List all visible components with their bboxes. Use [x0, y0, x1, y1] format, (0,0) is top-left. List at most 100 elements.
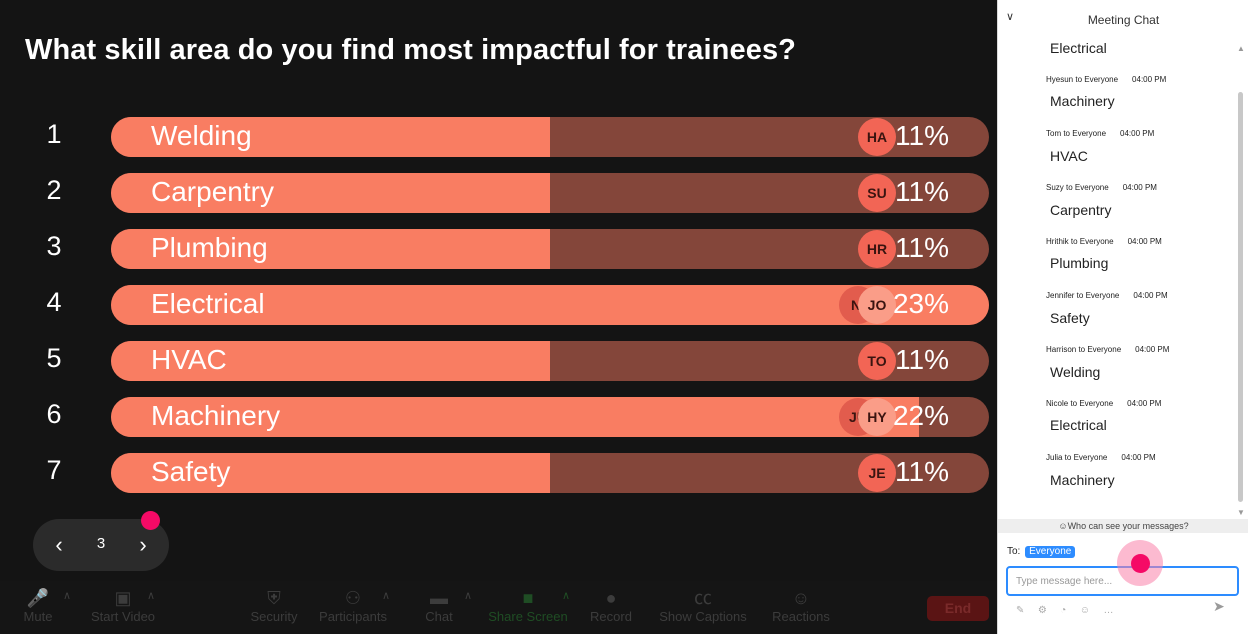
chat-message-list[interactable]: Electrical Hyesun to Everyone 04:00 PM Mach… [998, 38, 1236, 519]
reactions-label: Reactions [772, 609, 830, 624]
smiley-icon: ☺ [791, 588, 811, 608]
chat-message-text: Welding [1050, 364, 1101, 380]
click-marker [1131, 554, 1150, 573]
chat-sender: Julia to Everyone [1046, 453, 1108, 462]
code-icon[interactable]: ⚙ [1037, 605, 1047, 616]
option-percentage: 22% [892, 400, 949, 431]
chevron-up-icon[interactable]: ∧ [382, 590, 391, 602]
chat-message-text: HVAC [1050, 148, 1088, 164]
option-bar-fill [111, 173, 550, 213]
option-label: Carpentry [151, 176, 274, 207]
emoji-icon[interactable]: ☺ [1079, 605, 1090, 616]
option-label: HVAC [151, 344, 227, 375]
scroll-down-arrow[interactable]: ▼ [1237, 508, 1245, 517]
chat-button[interactable]: ▬ Chat [420, 581, 458, 634]
mute-button[interactable]: 🎤 Mute [20, 581, 56, 634]
chevron-down-icon[interactable]: ∨ [1006, 11, 1015, 23]
poll-option-row: 7 Safety JE 11% [0, 453, 997, 493]
security-button[interactable]: ⛨ Security [246, 581, 302, 634]
format-icon[interactable]: ✎ [1016, 605, 1025, 616]
option-number: 3 [46, 231, 62, 261]
security-label: Security [250, 609, 298, 624]
chat-message-meta: Hyesun to Everyone 04:00 PM [1046, 75, 1166, 84]
participants-icon: ⚇ [344, 588, 362, 608]
chat-sender: Suzy to Everyone [1046, 183, 1109, 192]
meeting-chat-panel: ∨ Meeting Chat Electrical Hyesun to Every… [997, 0, 1248, 634]
chat-message-meta: Jennifer to Everyone 04:00 PM [1046, 291, 1168, 300]
voter-avatar: HA [858, 118, 896, 156]
poll-question: What skill area do you find most impactf… [25, 34, 796, 66]
more-icon[interactable]: … [1103, 605, 1114, 616]
page-number: 3 [96, 535, 106, 552]
chat-timestamp: 04:00 PM [1132, 75, 1167, 84]
chevron-up-icon[interactable]: ∧ [464, 590, 473, 602]
chevron-up-icon[interactable]: ∧ [63, 590, 72, 602]
option-bar-fill [111, 229, 550, 269]
chat-message-text: Plumbing [1050, 255, 1109, 271]
poll-option-row: 4 ElectricalNIJO23% [0, 285, 997, 325]
chat-sender: Hyesun to Everyone [1046, 75, 1119, 84]
voter-avatar: JE [858, 454, 896, 492]
option-bar-fill [111, 117, 550, 157]
shield-icon: ⛨ [267, 588, 281, 608]
recipient-row: To: Everyone [1007, 546, 1076, 558]
chat-message-meta: Suzy to Everyone 04:00 PM [1046, 183, 1157, 192]
chat-timestamp: 04:00 PM [1120, 129, 1155, 138]
chat-timestamp: 04:00 PM [1127, 399, 1162, 408]
chat-message-meta: Hrithik to Everyone 04:00 PM [1046, 237, 1162, 246]
chat-sender: Jennifer to Everyone [1046, 291, 1120, 300]
record-button[interactable]: ● Record [588, 581, 634, 634]
chat-message-text: Machinery [1050, 93, 1115, 109]
voter-avatar: TO [858, 342, 896, 380]
chat-timestamp: 04:00 PM [1133, 291, 1168, 300]
option-bar-fill [111, 397, 919, 437]
chat-label: Chat [425, 609, 453, 624]
option-bar: Safety JE 11% [111, 453, 989, 493]
show-captions-button[interactable]: ㏄ Show Captions [656, 581, 750, 634]
chat-sender: Harrison to Everyone [1046, 345, 1122, 354]
chevron-left-icon[interactable]: ‹ [55, 532, 63, 557]
chat-message-text: Electrical [1050, 417, 1107, 433]
who-can-see-messages[interactable]: ☺Who can see your messages? [998, 519, 1248, 533]
end-meeting-button[interactable]: End [927, 596, 989, 621]
option-bar: HVAC TO 11% [111, 341, 989, 381]
meeting-toolbar: 🎤 Mute ∧ ▣ Start Video ∧ ⛨ Security ⚇ Pa… [0, 581, 997, 634]
chat-bubble-icon: ▬ [430, 588, 448, 608]
chat-message-meta: Julia to Everyone 04:00 PM [1046, 453, 1156, 462]
participants-label: Participants [319, 609, 387, 624]
file-icon[interactable]: ◔ [1060, 605, 1067, 616]
option-percentage: 23% [892, 288, 949, 319]
chevron-up-icon[interactable]: ∧ [147, 590, 156, 602]
chat-message-meta: Tom to Everyone 04:00 PM [1046, 129, 1154, 138]
record-icon: ● [605, 588, 617, 608]
record-label: Record [590, 609, 632, 624]
to-label: To: [1007, 546, 1021, 557]
poll-option-row: 1 Welding HA 11% [0, 117, 997, 157]
recipient-selector[interactable]: Everyone [1025, 546, 1076, 558]
option-percentage: 11% [895, 456, 949, 487]
chat-timestamp: 04:00 PM [1135, 345, 1170, 354]
share-screen-button[interactable]: ■ Share Screen [486, 581, 570, 634]
start-video-button[interactable]: ▣ Start Video [88, 581, 158, 634]
option-label: Welding [151, 120, 252, 151]
option-bar: MachineryJUHY22% [111, 397, 989, 437]
scroll-up-arrow[interactable]: ▲ [1237, 44, 1245, 53]
send-icon[interactable]: ➤ [1213, 598, 1225, 614]
captions-icon: ㏄ [694, 588, 712, 608]
reactions-button[interactable]: ☺ Reactions [770, 581, 832, 634]
chat-scrollbar[interactable] [1238, 92, 1243, 502]
voter-avatar: SU [858, 174, 896, 212]
chevron-right-icon[interactable]: › [139, 532, 147, 557]
option-number: 5 [46, 343, 62, 373]
participants-button[interactable]: ⚇ Participants [313, 581, 393, 634]
share-screen-label: Share Screen [488, 609, 568, 624]
chat-message-text: Carpentry [1050, 202, 1112, 218]
chat-message-text: Safety [1050, 310, 1090, 326]
poll-option-row: 3 Plumbing HR 11% [0, 229, 997, 269]
option-number: 6 [46, 399, 62, 429]
option-number: 2 [46, 175, 62, 205]
chevron-up-icon[interactable]: ∧ [562, 590, 571, 602]
mute-label: Mute [23, 609, 53, 624]
chat-timestamp: 04:00 PM [1127, 237, 1162, 246]
video-off-icon: ▣ [114, 588, 132, 608]
